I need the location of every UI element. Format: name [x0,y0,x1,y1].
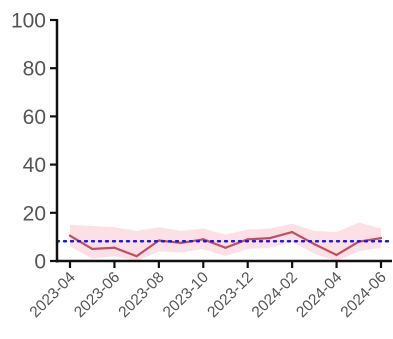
series-line-segment [68,234,94,251]
x-axis-ticks: 2023-042023-062023-082023-102023-122024-… [27,261,390,321]
data-point [91,247,94,251]
data-point [135,255,138,258]
data-point [379,237,383,240]
x-tick-label: 2023-04 [27,269,80,322]
x-tick-label: 2023-12 [204,269,256,321]
y-axis-ticks: 0 20 40 60 80 100 [11,10,57,274]
axes [55,19,392,263]
data-point [335,253,338,257]
y-tick-label: 100 [11,10,46,33]
x-tick-label: 2023-10 [160,269,213,322]
y-tick-label: 60 [23,106,46,129]
x-tick-label: 2023-06 [71,269,123,321]
series-line-segment [246,237,272,241]
y-tick-label: 20 [23,202,46,225]
series-line-segment [91,246,116,251]
series-line-segment [135,239,160,258]
x-tick-label: 2024-04 [293,269,346,322]
y-tick-label: 40 [23,154,46,177]
x-tick-label: 2024-06 [338,269,390,321]
series-line-segment [313,243,338,257]
data-point [157,239,160,242]
series-line-segment [224,238,249,249]
data-point [313,243,316,246]
series-line-segment [335,240,360,257]
series-line-segment [113,246,138,258]
data-point [202,238,205,241]
y-tick-label: 0 [34,251,46,274]
data-point [268,237,272,240]
data-point [291,230,294,234]
data-point [113,246,116,249]
series-line-segment [268,230,294,240]
data-point [179,241,183,245]
y-tick-label: 80 [23,58,46,81]
data-point [246,238,249,241]
x-tick-label: 2023-08 [115,269,167,321]
x-tick-label: 2024-02 [249,269,301,321]
data-point [224,246,227,249]
series-line-layer [68,230,383,258]
series-line-segment [357,237,383,243]
data-point [68,234,72,237]
